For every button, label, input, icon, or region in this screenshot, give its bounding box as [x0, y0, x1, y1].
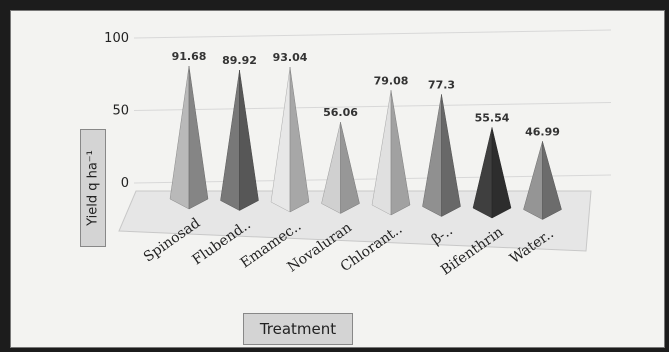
pyramid-face-right	[289, 67, 310, 213]
gridlines	[133, 29, 612, 184]
gridline	[133, 102, 612, 111]
data-label: 56.06	[323, 106, 358, 119]
gridline	[133, 174, 612, 184]
y-axis-title-box: Yield q ha⁻¹	[80, 129, 106, 247]
data-label: 46.99	[525, 125, 560, 138]
gridline	[133, 29, 612, 39]
pyramid-face-left	[270, 67, 291, 213]
data-label: 55.54	[475, 111, 510, 124]
pyramid-face-left	[371, 90, 392, 216]
pyramid-face-right	[542, 141, 562, 220]
data-label: 93.04	[273, 51, 308, 64]
chart-frame: 100 50 0 91.68 89.92 93.04 56.06 79.08 77.3 55.5…	[10, 10, 665, 348]
pyramid-face-right	[340, 122, 360, 214]
pyramid-face-right	[491, 127, 512, 219]
pyramid-face-left	[169, 66, 190, 210]
pyramid-chart: 100 50 0 91.68 89.92 93.04 56.06 79.08 77.3 55.5…	[104, 29, 612, 279]
pyramid-face-right	[390, 90, 411, 216]
data-label: 79.08	[374, 74, 409, 87]
data-label: 77.3	[428, 78, 455, 91]
y-tick-label: 50	[112, 104, 129, 119]
pyramid-face-right	[441, 94, 461, 217]
pyramid-face-left	[472, 127, 493, 219]
y-axis-ticks: 100 50 0	[104, 31, 129, 191]
pyramid-face-right	[239, 70, 259, 211]
data-series	[169, 66, 562, 220]
y-axis-title: Yield q ha⁻¹	[85, 150, 101, 226]
pyramid-face-left	[422, 94, 442, 217]
y-tick-label: 0	[121, 176, 129, 191]
x-axis-title: Treatment	[243, 313, 353, 345]
data-labels: 91.68 89.92 93.04 56.06 79.08 77.3 55.54 46.99	[172, 50, 560, 138]
pyramid-face-left	[321, 122, 341, 214]
pyramid-face-right	[188, 66, 209, 210]
data-label: 89.92	[222, 54, 257, 67]
y-tick-label: 100	[104, 31, 129, 46]
pyramid-face-left	[220, 70, 240, 211]
data-label: 91.68	[172, 50, 207, 63]
pyramid-face-left	[523, 141, 543, 220]
